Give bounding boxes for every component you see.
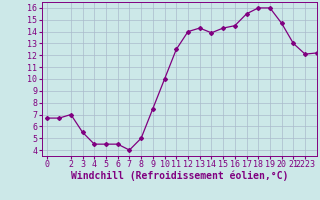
X-axis label: Windchill (Refroidissement éolien,°C): Windchill (Refroidissement éolien,°C) <box>70 171 288 181</box>
